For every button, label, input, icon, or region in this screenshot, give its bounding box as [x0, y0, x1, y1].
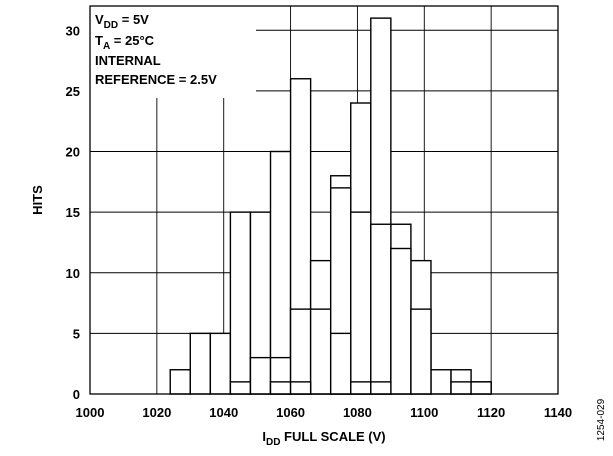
- histogram-bar: [350, 381, 372, 395]
- histogram-bar: [169, 369, 191, 395]
- histogram-bar: [470, 381, 492, 395]
- x-axis-title: IDD FULL SCALE (V): [262, 429, 385, 448]
- x-tick-label: 1100: [410, 405, 438, 420]
- y-tick-label: 10: [66, 266, 80, 281]
- y-tick-label: 5: [73, 326, 80, 341]
- histogram-bar: [450, 381, 472, 395]
- histogram-bar: [370, 381, 392, 395]
- histogram-bar: [410, 308, 432, 395]
- x-tick-label: 1080: [343, 405, 372, 420]
- histogram-bar: [209, 332, 232, 395]
- y-tick-labels: 0 5 10 15 20 25 30: [66, 23, 80, 402]
- histogram-bars: [169, 17, 492, 395]
- x-tick-label: 1020: [142, 405, 171, 420]
- y-tick-label: 0: [73, 387, 80, 402]
- annotation-vdd: VDD = 5V: [95, 12, 149, 31]
- histogram-bar: [350, 211, 372, 395]
- x-tick-label: 1120: [477, 405, 505, 420]
- histogram-bar: [309, 308, 332, 395]
- y-tick-label: 15: [66, 205, 80, 220]
- figure-id: 1254-029: [596, 398, 607, 441]
- histogram-bar: [229, 211, 252, 395]
- x-tick-label: 1040: [209, 405, 238, 420]
- x-tick-label: 1140: [544, 405, 572, 420]
- plot-frame: [89, 5, 559, 395]
- histogram-bar: [189, 332, 212, 395]
- y-tick-label: 25: [66, 84, 80, 99]
- histogram-bar: [370, 223, 392, 395]
- x-tick-labels: 1000 1020 1040 1060 1080 1100 1120 1140: [76, 405, 573, 420]
- y-axis-title: HITS: [30, 185, 45, 215]
- annotation-reference: REFERENCE = 2.5V: [95, 72, 217, 87]
- conditions-annotation: VDD = 5V TA = 25°C INTERNAL REFERENCE = …: [95, 12, 217, 87]
- x-tick-label: 1060: [276, 405, 305, 420]
- histogram-bar: [289, 381, 312, 395]
- annotation-internal: INTERNAL: [95, 53, 161, 68]
- histogram-bar: [229, 381, 252, 395]
- histogram-bar: [430, 369, 452, 395]
- x-tick-label: 1000: [76, 405, 105, 420]
- y-tick-label: 20: [66, 145, 80, 160]
- histogram-bar: [390, 247, 412, 395]
- histogram-bar: [329, 332, 352, 395]
- histogram-bar: [249, 356, 272, 395]
- histogram-bar: [269, 381, 292, 395]
- annotation-ta: TA = 25°C: [95, 33, 155, 52]
- y-tick-label: 30: [66, 23, 80, 38]
- annotation-background: [90, 6, 256, 98]
